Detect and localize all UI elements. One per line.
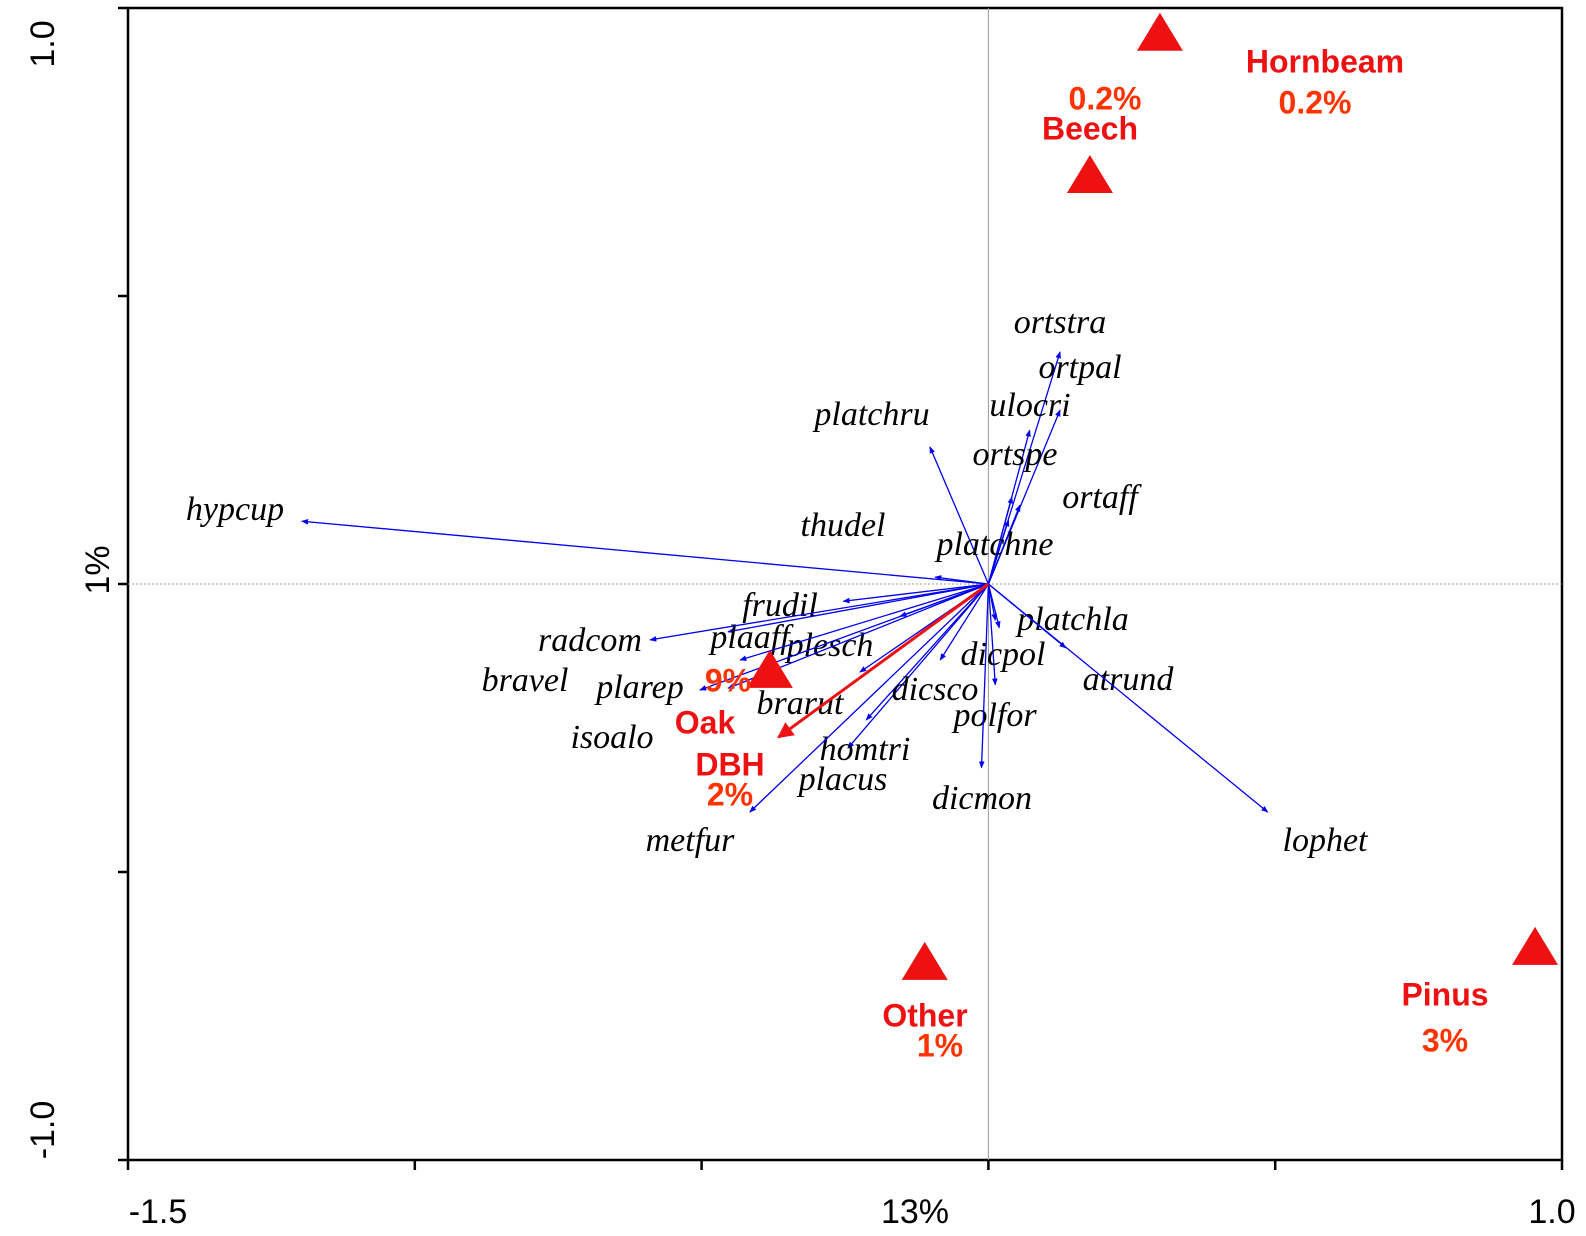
- species-arrow: [939, 583, 989, 661]
- species-label: polfor: [951, 697, 1037, 734]
- centroid-label: Oak: [675, 704, 736, 740]
- species-label: ortpal: [1038, 349, 1121, 386]
- species-label: metfur: [646, 822, 736, 859]
- species-label: radcom: [538, 622, 642, 659]
- centroid-marker: [1512, 926, 1559, 965]
- species-arrow: [842, 583, 989, 604]
- species-label: platchne: [934, 526, 1053, 563]
- species-arrow: [699, 583, 989, 691]
- centroid-percent: 0.2%: [1279, 84, 1352, 120]
- centroid-marker: [901, 941, 948, 980]
- centroid-percent: 0.2%: [1069, 80, 1142, 116]
- species-label: ortaff: [1062, 479, 1142, 516]
- env-arrow: [777, 582, 990, 739]
- species-label: platchla: [1015, 601, 1128, 638]
- species-label: bravel: [482, 662, 569, 699]
- species-arrow: [739, 583, 989, 661]
- species-label: plarep: [594, 669, 684, 706]
- species-label: platchru: [812, 396, 929, 433]
- species-arrow: [847, 583, 989, 749]
- species-label: ulocri: [989, 387, 1070, 424]
- species-arrow: [865, 583, 989, 721]
- species-arrow: [987, 583, 1269, 813]
- centroid-percent: 9%: [705, 662, 751, 698]
- species-arrow: [727, 583, 989, 634]
- species-label: plaaff: [708, 619, 794, 656]
- species-arrow: [929, 446, 989, 585]
- centroid-marker: [746, 649, 793, 688]
- centroid-percent: 3%: [1422, 1022, 1468, 1058]
- centroid-label: Other: [882, 997, 967, 1033]
- species-arrow: [978, 583, 990, 769]
- y-tick-label: -1.0: [24, 1101, 62, 1160]
- species-label: dicmon: [932, 780, 1032, 817]
- species-label: homtri: [820, 731, 911, 768]
- env-percent: 2%: [707, 776, 753, 812]
- centroid-label: Pinus: [1401, 976, 1488, 1012]
- species-arrow: [987, 504, 1021, 585]
- centroid-label: Beech: [1042, 110, 1138, 146]
- centroid-marker: [1136, 12, 1183, 51]
- species-label: dicpol: [961, 636, 1046, 673]
- centroid-marker: [1066, 155, 1113, 194]
- species-label: lophet: [1283, 822, 1370, 859]
- species-arrow: [987, 583, 1001, 629]
- species-arrow: [649, 583, 989, 642]
- x-axis-label: 13%: [881, 1193, 949, 1231]
- species-arrow: [934, 575, 989, 585]
- env-label: DBH: [695, 746, 764, 782]
- species-label: hypcup: [186, 491, 284, 528]
- species-label: brarut: [757, 685, 845, 722]
- species-label: thudel: [801, 507, 886, 544]
- species-arrow: [749, 583, 989, 813]
- species-label: atrund: [1083, 661, 1175, 698]
- species-arrow: [987, 519, 1010, 585]
- species-label: ortstra: [1014, 304, 1107, 341]
- species-label: ortspe: [973, 436, 1058, 473]
- species-label: placus: [797, 761, 888, 798]
- species-label: isoalo: [570, 719, 653, 756]
- y-tick-label: 1.0: [24, 20, 62, 67]
- x-tick-label: 1.0: [1528, 1193, 1575, 1231]
- centroid-label: Hornbeam: [1246, 43, 1404, 79]
- y-axis-label: 1%: [79, 545, 117, 594]
- species-label: dicsco: [892, 671, 979, 708]
- centroid-percent: 1%: [917, 1027, 963, 1063]
- x-tick-label: -1.5: [129, 1193, 188, 1231]
- species-arrow: [987, 583, 998, 686]
- species-arrow: [301, 519, 989, 585]
